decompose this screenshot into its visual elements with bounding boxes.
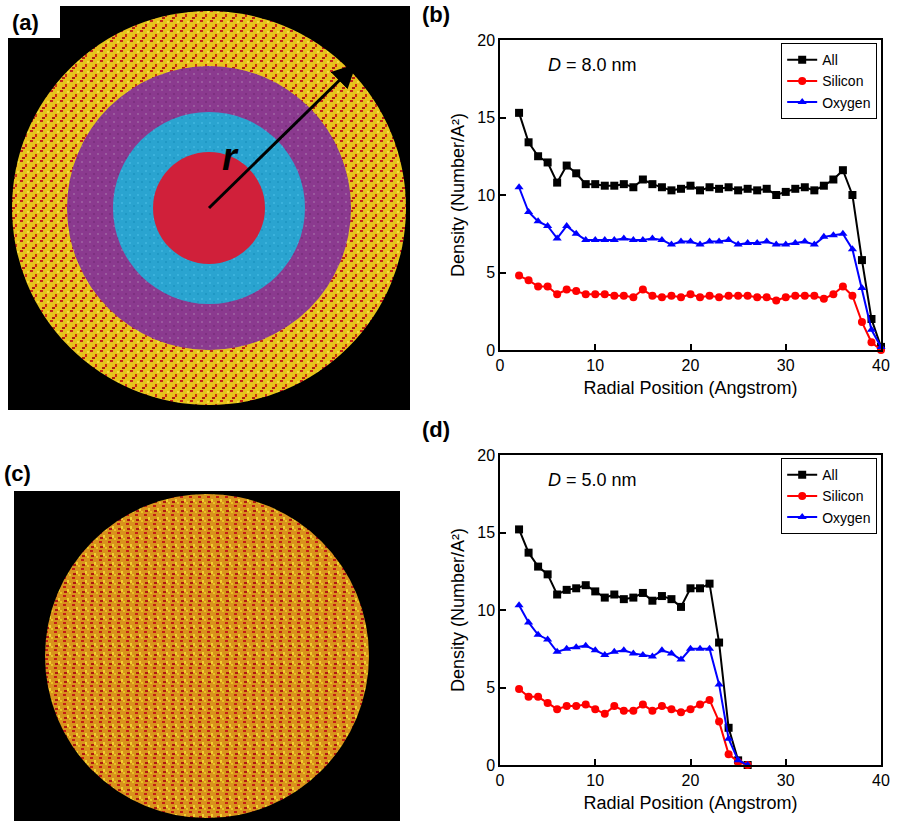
svg-text:20: 20: [682, 357, 700, 374]
svg-text:20: 20: [682, 772, 700, 789]
svg-text:40: 40: [872, 357, 890, 374]
svg-text:Oxygen: Oxygen: [822, 510, 870, 526]
svg-text:5: 5: [486, 264, 495, 281]
svg-text:D = 8.0 nm: D = 8.0 nm: [548, 55, 637, 75]
html-text:(d): (d): [422, 417, 451, 442]
svg-text:0: 0: [496, 357, 505, 374]
svg-text:10: 10: [586, 357, 604, 374]
html-text:(b): (b): [422, 2, 451, 27]
svg-text:Density (Number/A²): Density (Number/A²): [448, 528, 468, 692]
svg-text:20: 20: [477, 447, 495, 464]
svg-text:10: 10: [477, 602, 495, 619]
svg-text:30: 30: [777, 772, 795, 789]
svg-text:20: 20: [477, 32, 495, 49]
svg-text:15: 15: [477, 524, 495, 541]
svg-text:15: 15: [477, 109, 495, 126]
svg-text:0: 0: [486, 757, 495, 774]
svg-text:(a): (a): [12, 10, 39, 35]
svg-text:Silicon: Silicon: [822, 73, 863, 89]
svg-text:Density (Number/A²): Density (Number/A²): [448, 113, 468, 277]
svg-text:Radial Position (Angstrom): Radial Position (Angstrom): [583, 793, 797, 813]
svg-text:0: 0: [496, 772, 505, 789]
svg-text:Silicon: Silicon: [822, 488, 863, 504]
svg-text:30: 30: [777, 357, 795, 374]
svg-text:10: 10: [477, 187, 495, 204]
svg-text:All: All: [822, 467, 838, 483]
svg-text:D = 5.0 nm: D = 5.0 nm: [548, 470, 637, 490]
svg-text:0: 0: [486, 342, 495, 359]
svg-text:Oxygen: Oxygen: [822, 95, 870, 111]
svg-text:(c): (c): [4, 461, 31, 486]
svg-text:r: r: [222, 136, 239, 178]
svg-text:10: 10: [586, 772, 604, 789]
svg-text:All: All: [822, 52, 838, 68]
svg-text:Radial Position (Angstrom): Radial Position (Angstrom): [583, 378, 797, 398]
svg-text:40: 40: [872, 772, 890, 789]
svg-text:5: 5: [486, 679, 495, 696]
